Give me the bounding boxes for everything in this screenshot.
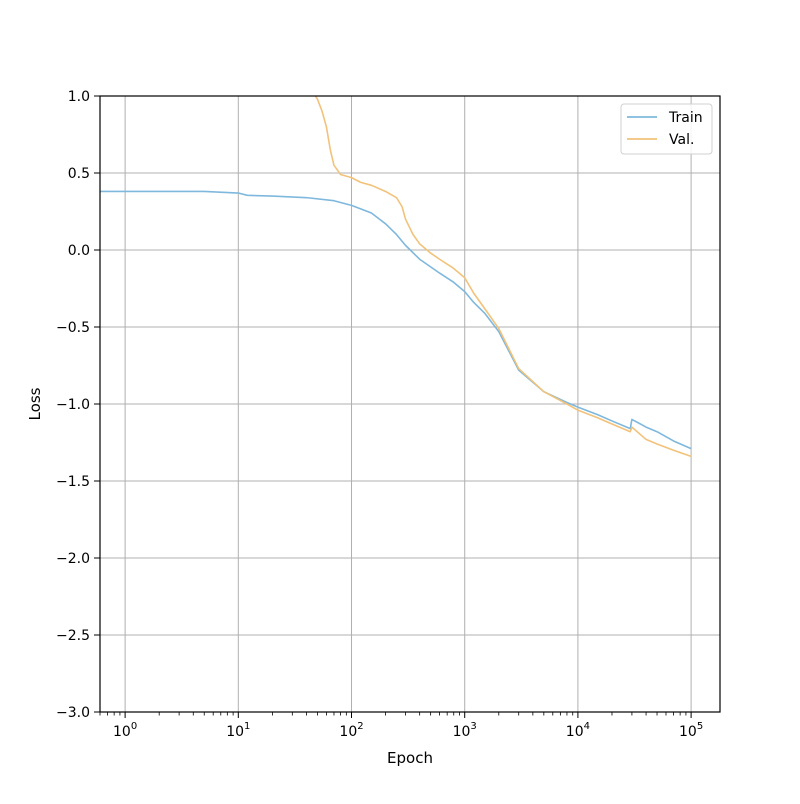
axis-ticks: 100 101 102 103 104 105 1.0 0.5 0.0 −0.5 −1.0 −1.5 −… (56, 89, 703, 740)
legend-label: Train (668, 110, 703, 126)
y-tick-label: −1.0 (56, 397, 90, 413)
x-tick-label: 103 (453, 721, 477, 740)
x-tick-label: 102 (339, 721, 363, 740)
y-axis-title: Loss (26, 387, 44, 420)
y-tick-label: 1.0 (68, 89, 90, 105)
y-tick-label: −2.0 (56, 551, 90, 567)
x-tick-label: 101 (226, 721, 250, 740)
series-line-train (100, 190, 692, 450)
legend: Train Val. (620, 103, 713, 155)
y-tick-label: −2.5 (56, 628, 90, 644)
legend-label: Val. (669, 132, 694, 148)
y-tick-label: 0.0 (68, 243, 90, 259)
x-axis-title: Epoch (387, 749, 433, 767)
y-tick-label: −1.5 (56, 474, 90, 490)
x-tick-label: 100 (113, 721, 137, 740)
series-line-val (314, 96, 692, 458)
x-tick-label: 105 (679, 721, 703, 740)
x-tick-label: 104 (566, 721, 590, 740)
y-tick-label: 0.5 (68, 166, 90, 182)
series-lines (100, 96, 692, 458)
y-tick-label: −3.0 (56, 705, 90, 721)
y-tick-label: −0.5 (56, 320, 90, 336)
